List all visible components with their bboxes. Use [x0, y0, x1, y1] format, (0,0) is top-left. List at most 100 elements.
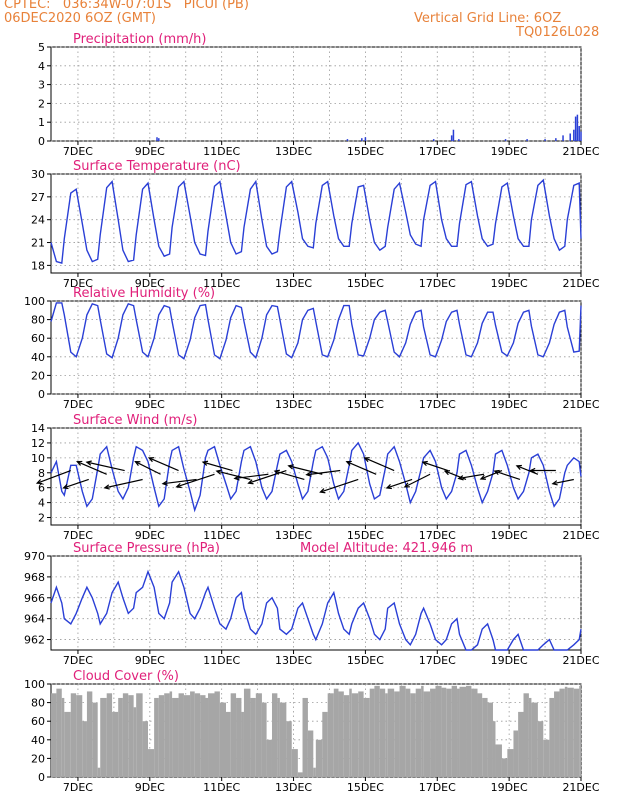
wind-arrow-head	[287, 464, 294, 470]
cloud-cover-area-segment	[250, 697, 256, 777]
cloud-cover-area-segment	[385, 693, 388, 777]
pressure-frame	[50, 555, 582, 651]
cloud-cover-area-segment	[573, 688, 580, 777]
cloud-cover-area-segment	[528, 697, 532, 777]
wind-arrow-head	[103, 484, 110, 490]
pressure-xtick-label: 21DEC	[562, 654, 599, 667]
pressure-annotation: Model Altitude: 421.946 m	[300, 541, 473, 556]
precipitation-xtick-label: 7DEC	[63, 145, 93, 158]
cloud-cover-area-segment	[358, 691, 364, 777]
humidity-series-line	[50, 302, 582, 360]
wind-arrow	[320, 478, 359, 493]
wind-arrow	[494, 470, 521, 481]
cloud-cover-area-segment	[118, 697, 123, 777]
pressure-ytick-label: 964	[24, 613, 45, 626]
wind-xtick-label: 19DEC	[491, 529, 528, 542]
cloud-cover-area-segment	[169, 691, 173, 777]
precipitation-bar	[580, 131, 582, 141]
wind-series-line	[50, 441, 582, 513]
precipitation-xtick-label: 9DEC	[135, 145, 165, 158]
precipitation-bar	[458, 139, 460, 141]
wind-ytick-label: 8	[38, 467, 45, 480]
precipitation-bar	[452, 129, 455, 141]
cloud-cover-area-segment	[405, 688, 411, 777]
wind-arrow-head	[493, 469, 500, 476]
wind-arrow-head	[443, 470, 451, 476]
wind-ytick-label: 2	[38, 512, 45, 525]
cloud-cover-area-segment	[164, 693, 170, 777]
cloud-cover-area-segment	[507, 749, 514, 777]
humidity-xtick-label: 15DEC	[347, 398, 384, 411]
cloud-cover-area-segment	[219, 702, 226, 777]
temperature-title: Surface Temperature (nC)	[73, 159, 241, 174]
wind-arrow	[135, 461, 161, 475]
cloud-cover-area-segment	[338, 691, 344, 777]
wind-arrow	[274, 470, 305, 481]
cloud-cover-area-segment	[97, 767, 101, 777]
cloud-cover-area-segment	[255, 693, 262, 777]
precipitation-bar	[450, 135, 453, 141]
wind-arrow-head	[515, 464, 522, 470]
cloud-cover-area-segment	[133, 707, 137, 777]
pressure-xtick-label: 11DEC	[203, 654, 240, 667]
wind-arrow-head	[319, 488, 326, 494]
cloud-cover-area-segment	[172, 697, 179, 777]
wind-arrow-head	[175, 482, 182, 489]
cloud-cover-title: Cloud Cover (%)	[73, 669, 179, 684]
wind-arrow	[404, 473, 431, 488]
humidity-xtick-label: 7DEC	[63, 398, 93, 411]
cloud-cover-area-segment	[122, 693, 129, 777]
wind-arrow	[364, 457, 395, 472]
humidity-xtick-label: 17DEC	[419, 398, 456, 411]
wind-ytick-label: 4	[38, 497, 45, 510]
wind-arrow-head	[403, 482, 410, 488]
wind-xtick-label: 11DEC	[203, 529, 240, 542]
wind-arrow-head	[247, 479, 254, 485]
cloud-cover-area-segment	[446, 688, 452, 777]
wind-arrow-head	[215, 469, 222, 475]
wind-arrow	[234, 473, 269, 480]
cloud-cover-area-segment	[374, 685, 380, 777]
humidity-title: Relative Humidity (%)	[73, 286, 215, 301]
pressure-ytick-label: 970	[24, 550, 45, 563]
wind-arrow-head	[363, 457, 370, 463]
wind-xtick-label: 13DEC	[275, 529, 312, 542]
cloud-cover-area-segment	[307, 730, 314, 777]
wind-arrow	[104, 478, 143, 489]
cloud-cover-area-segment	[315, 739, 323, 777]
pressure-xtick-label: 7DEC	[63, 654, 93, 667]
temperature-xtick-label: 13DEC	[275, 277, 312, 290]
wind-arrow	[86, 461, 125, 472]
temperature-ytick-label: 27	[31, 191, 45, 204]
cloud-cover-ytick-label: 80	[31, 697, 45, 710]
cloud-cover-area-segment	[286, 721, 292, 777]
humidity-xtick-label: 11DEC	[203, 398, 240, 411]
precipitation-bar	[364, 137, 367, 141]
wind-arrow	[386, 478, 413, 489]
cloud-cover-area-segment	[349, 688, 352, 777]
cloud-cover-area-segment	[567, 687, 574, 777]
precipitation-bar	[156, 137, 158, 141]
temperature-series-line	[50, 178, 582, 264]
cloud-cover-area-segment	[261, 702, 267, 777]
cloud-cover-area-segment	[236, 697, 242, 777]
wind-arrow-head	[35, 479, 43, 485]
wind-arrow-head	[529, 467, 536, 474]
wind-xtick-label: 9DEC	[135, 529, 165, 542]
wind-ytick-label: 6	[38, 482, 45, 495]
precipitation-bar	[562, 135, 564, 141]
cloud-cover-area-segment	[351, 693, 359, 777]
cloud-cover-xtick-label: 7DEC	[63, 781, 93, 794]
cloud-cover-ytick-label: 0	[38, 771, 45, 784]
wind-arrow-head	[76, 460, 83, 466]
cloud-cover-area-segment	[531, 702, 538, 777]
wind-arrow	[77, 461, 107, 475]
cloud-cover-area-segment	[128, 695, 134, 777]
cloud-cover-area-segment	[205, 697, 209, 777]
cloud-cover-area-segment	[537, 721, 544, 777]
wind-xtick-label: 21DEC	[562, 529, 599, 542]
precipitation-bar	[544, 139, 546, 141]
precipitation-bar	[576, 114, 579, 141]
precipitation-xtick-label: 19DEC	[491, 145, 528, 158]
wind-arrow	[216, 470, 251, 481]
